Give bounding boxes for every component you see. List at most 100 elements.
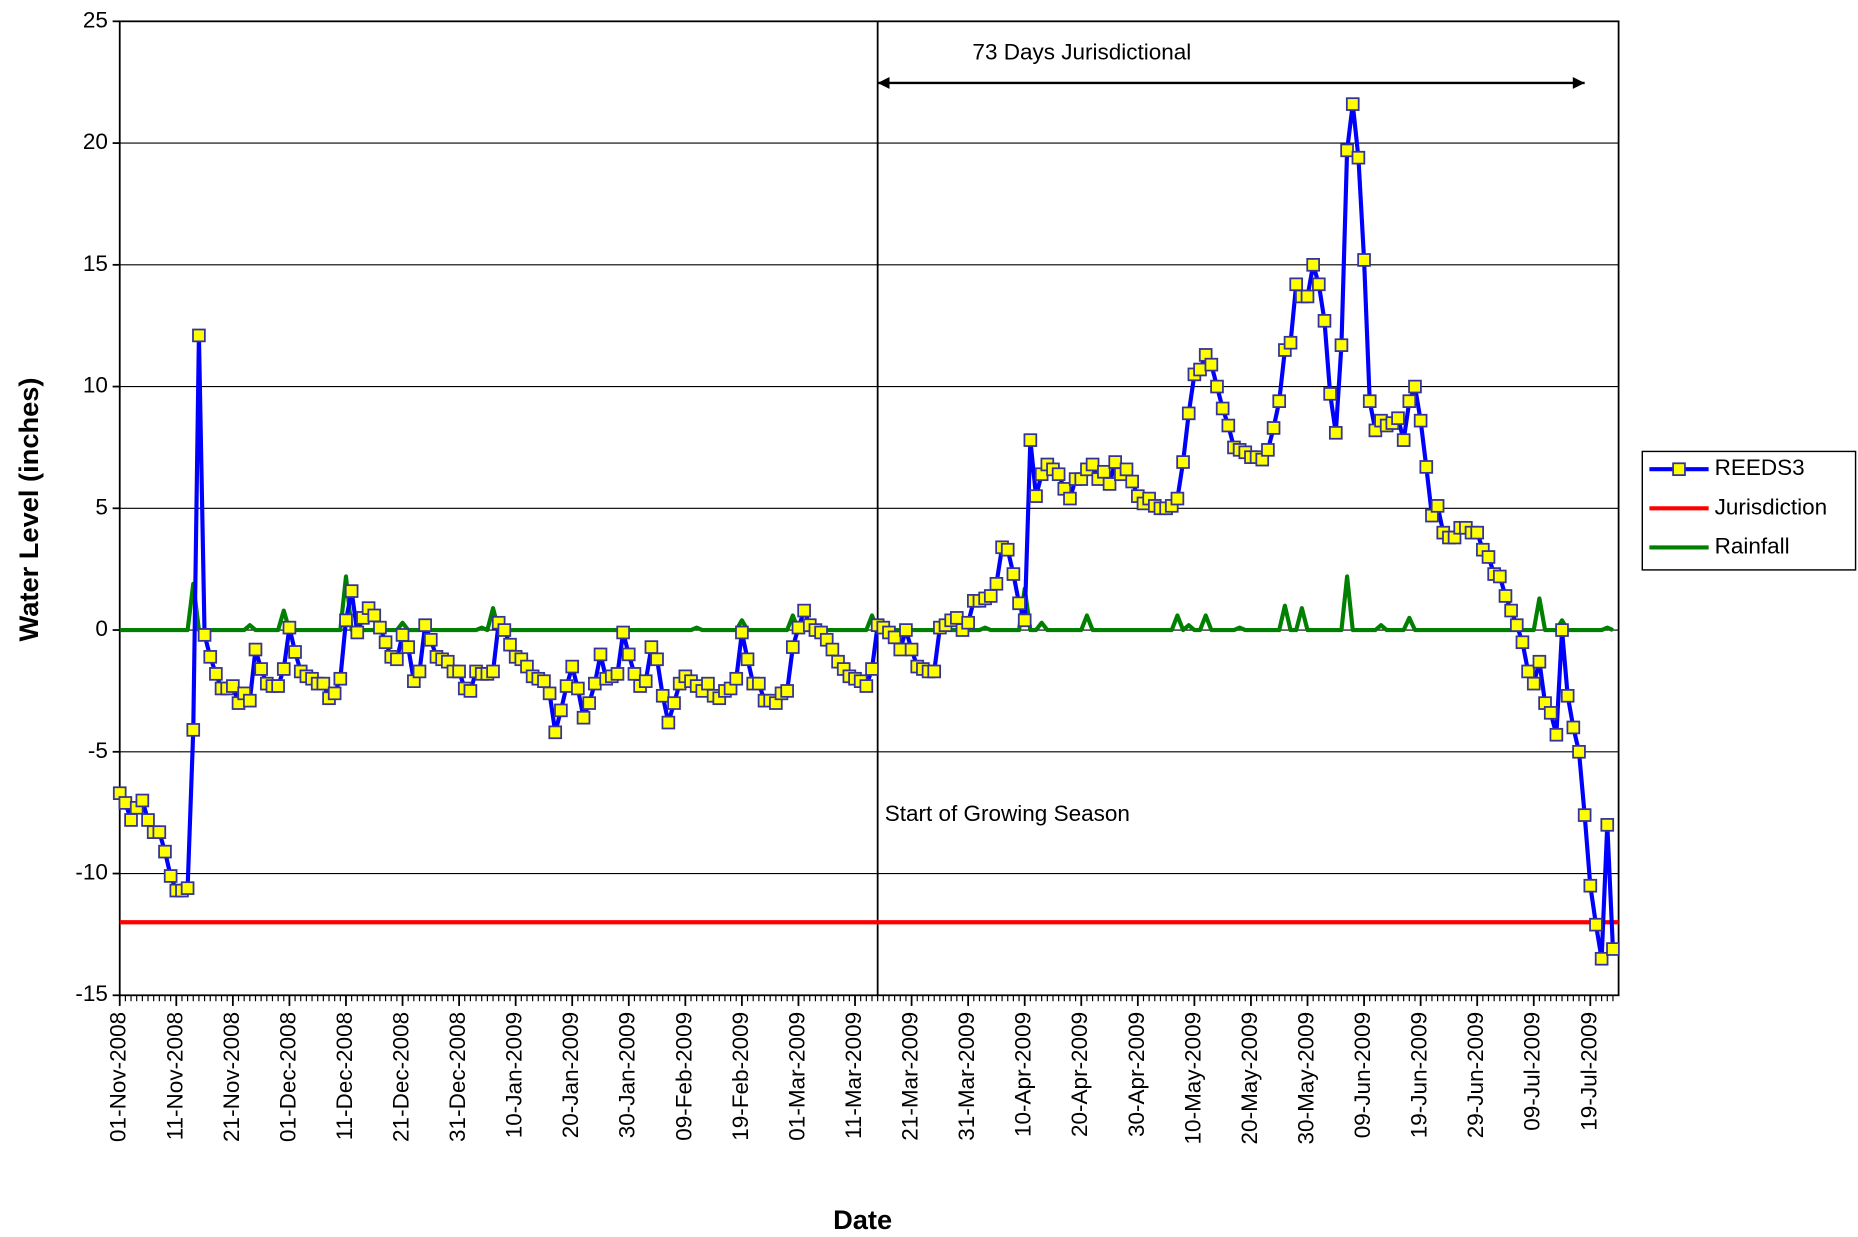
data-marker bbox=[542, 686, 557, 701]
data-marker bbox=[452, 664, 466, 679]
data-marker bbox=[1396, 433, 1411, 447]
y-axis-title: Water Level (inches) bbox=[13, 377, 44, 641]
data-marker bbox=[1119, 462, 1134, 477]
data-marker bbox=[588, 676, 602, 691]
x-tick-label: 10-May-2009 bbox=[1180, 1012, 1205, 1145]
data-marker bbox=[1125, 474, 1139, 489]
y-tick-label: 5 bbox=[95, 494, 108, 519]
x-tick-label: 21-Dec-2008 bbox=[388, 1012, 413, 1142]
data-marker bbox=[661, 715, 676, 730]
data-marker bbox=[1328, 426, 1343, 440]
data-marker bbox=[785, 640, 800, 654]
data-marker bbox=[1097, 464, 1111, 479]
data-marker bbox=[650, 652, 664, 667]
x-tick-label: 30-May-2009 bbox=[1293, 1012, 1318, 1145]
x-tick-label: 11-Mar-2009 bbox=[841, 1012, 866, 1139]
x-tick-label: 09-Jun-2009 bbox=[1350, 1012, 1375, 1138]
data-marker bbox=[1102, 477, 1117, 491]
data-marker bbox=[1221, 418, 1236, 433]
data-marker bbox=[548, 725, 563, 740]
data-marker bbox=[1606, 942, 1620, 956]
data-marker bbox=[961, 615, 975, 630]
data-marker bbox=[327, 686, 342, 701]
data-marker bbox=[1589, 917, 1603, 932]
data-marker bbox=[1272, 394, 1287, 408]
legend-label: Jurisdiction bbox=[1715, 494, 1828, 519]
data-marker bbox=[288, 645, 302, 659]
y-tick-label: -10 bbox=[75, 859, 108, 884]
plot-frame bbox=[118, 20, 1620, 997]
data-marker bbox=[735, 625, 749, 640]
data-marker bbox=[554, 703, 568, 718]
data-marker bbox=[1504, 603, 1518, 618]
data-marker bbox=[1261, 443, 1275, 457]
data-marker bbox=[248, 642, 263, 657]
data-marker bbox=[1515, 635, 1530, 650]
data-marker bbox=[729, 671, 744, 686]
x-tick-label: 01-Nov-2008 bbox=[106, 1012, 131, 1142]
data-marker bbox=[1419, 460, 1434, 474]
data-marker bbox=[1566, 720, 1581, 735]
data-marker bbox=[339, 613, 353, 628]
series-line bbox=[119, 574, 1614, 633]
data-marker bbox=[1193, 362, 1207, 377]
data-marker bbox=[1391, 411, 1405, 426]
data-marker bbox=[124, 813, 138, 827]
data-marker bbox=[463, 684, 478, 698]
data-marker bbox=[180, 881, 195, 895]
data-marker bbox=[1509, 618, 1524, 632]
data-marker bbox=[1577, 808, 1592, 822]
data-marker bbox=[378, 635, 393, 650]
data-marker bbox=[1493, 569, 1507, 584]
data-marker bbox=[390, 652, 404, 667]
data-marker bbox=[797, 603, 811, 618]
data-marker bbox=[780, 684, 794, 698]
x-tick-label: 20-May-2009 bbox=[1237, 1012, 1262, 1145]
data-marker bbox=[158, 844, 172, 859]
data-marker bbox=[152, 825, 167, 839]
growing-season-label: Start of Growing Season bbox=[885, 801, 1130, 826]
legend-marker bbox=[1672, 462, 1686, 477]
x-tick-label: 29-Jun-2009 bbox=[1463, 1012, 1488, 1138]
data-marker bbox=[1549, 727, 1564, 742]
data-marker bbox=[1351, 150, 1366, 165]
data-marker bbox=[373, 620, 387, 635]
legend-label: Rainfall bbox=[1715, 533, 1790, 558]
data-marker bbox=[1560, 688, 1575, 703]
data-marker bbox=[1572, 744, 1586, 759]
data-marker bbox=[1526, 676, 1541, 691]
data-marker bbox=[1334, 338, 1349, 352]
data-marker bbox=[610, 667, 625, 681]
data-marker bbox=[582, 696, 597, 710]
data-marker bbox=[791, 620, 806, 635]
x-tick-label: 30-Jan-2009 bbox=[615, 1012, 640, 1138]
data-marker bbox=[950, 611, 964, 625]
data-marker bbox=[1340, 143, 1354, 158]
x-tick-label: 01-Mar-2009 bbox=[784, 1012, 809, 1141]
data-marker bbox=[344, 584, 359, 598]
data-marker bbox=[1215, 401, 1230, 416]
data-marker bbox=[865, 662, 879, 676]
data-marker bbox=[271, 679, 285, 693]
x-tick-label: 19-Jun-2009 bbox=[1407, 1012, 1432, 1138]
data-marker bbox=[1306, 258, 1320, 272]
jurisdictional-label: 73 Days Jurisdictional bbox=[972, 39, 1191, 64]
data-marker bbox=[1023, 433, 1038, 447]
data-marker bbox=[1413, 413, 1428, 428]
x-tick-label: 11-Dec-2008 bbox=[332, 1012, 357, 1140]
data-marker bbox=[203, 650, 218, 664]
x-tick-label: 01-Dec-2008 bbox=[275, 1012, 300, 1142]
x-tick-label: 21-Nov-2008 bbox=[219, 1012, 244, 1142]
x-tick-label: 19-Feb-2009 bbox=[728, 1012, 753, 1141]
data-marker bbox=[655, 688, 670, 703]
data-marker bbox=[887, 630, 902, 645]
data-marker bbox=[565, 659, 580, 674]
data-marker bbox=[243, 693, 257, 708]
data-marker bbox=[927, 664, 942, 679]
data-marker bbox=[740, 652, 755, 667]
y-tick-label: 10 bbox=[83, 373, 108, 398]
data-marker bbox=[1283, 335, 1298, 350]
data-marker bbox=[350, 625, 365, 640]
